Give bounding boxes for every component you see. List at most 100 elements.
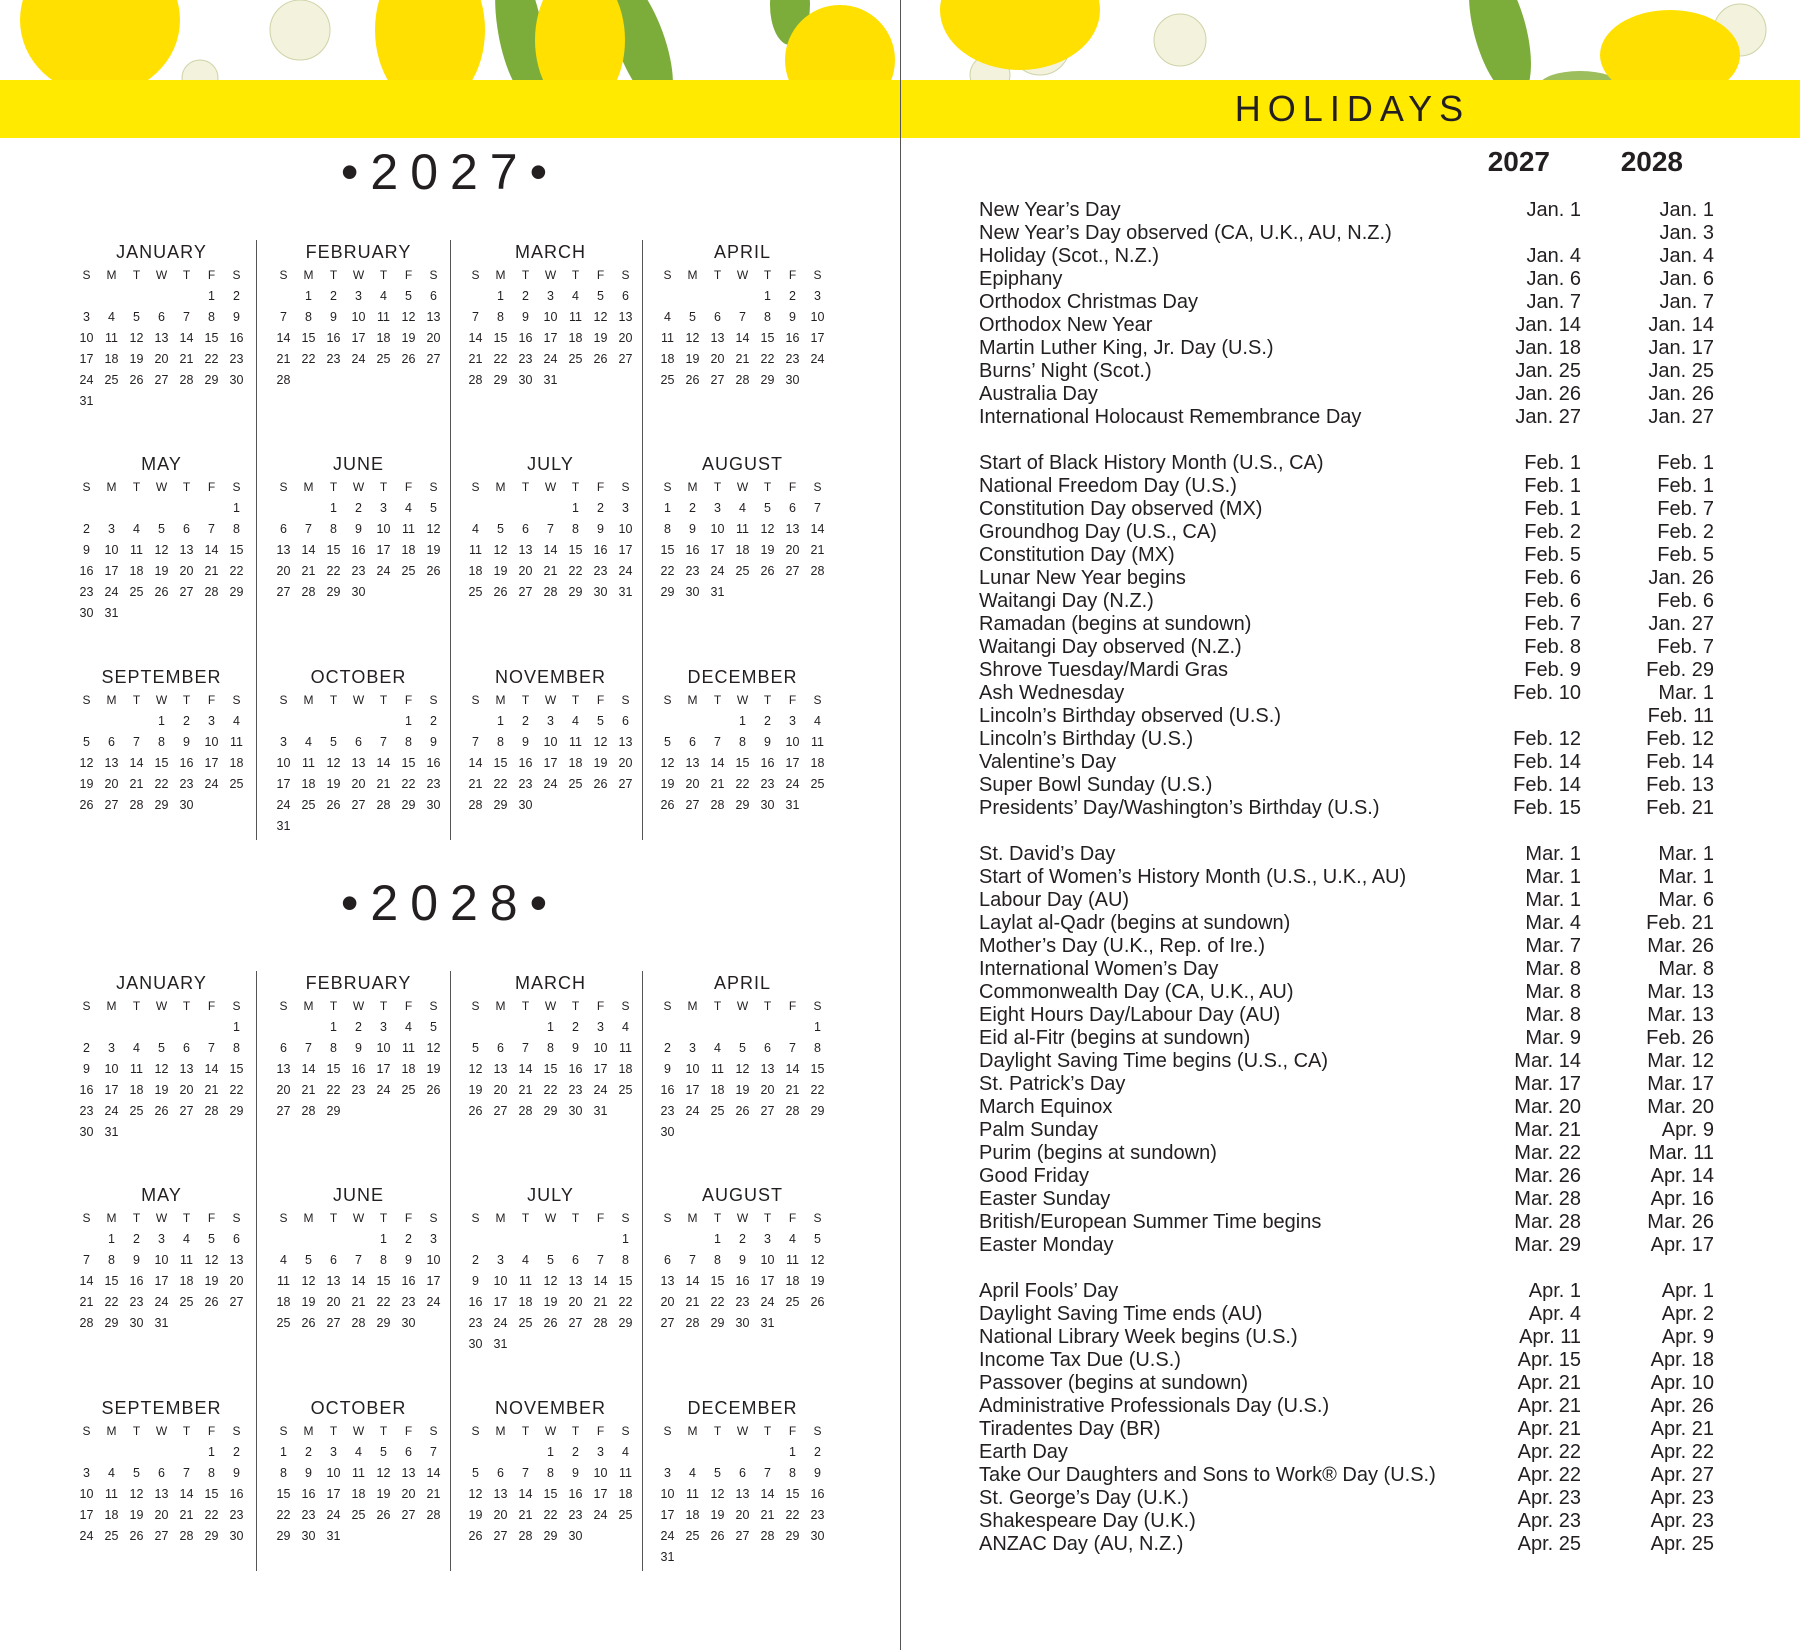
day-cell: 13 [351,756,366,770]
day-cell: 12 [685,331,700,345]
day-cell: 5 [380,1445,387,1459]
day-cell: 1 [158,714,165,728]
month-grid: S M T W T F S 1 2 3 4 5 6 7 8 9 10 11 12 13 14 15 16 17 18 19 20 21… [655,996,830,1143]
day-cell: 23 [760,777,775,791]
day-cell: 28 [810,564,825,578]
holiday-name: April Fools’ Day [979,1280,1119,1302]
date-2028: Apr. 10 [1650,1372,1714,1394]
day-cell: 29 [154,798,169,812]
day-cell: 13 [426,310,441,324]
day-cell: 23 [785,352,800,366]
weekday-label: T [713,1211,722,1225]
day-cell: 15 [204,331,219,345]
month-december: DECEMBER S M T W T F S 1 2 3 4 5 6 7 8 9 10 11 12 13 14 15 16 17… [655,1395,830,1568]
weekday-label: T [521,1211,530,1225]
day-cell: 20 [179,564,194,578]
day-cell: 18 [618,1487,633,1501]
day-cell: 2 [430,714,437,728]
date-2028: Feb. 1 [1657,452,1714,474]
month-name: JUNE [332,1185,384,1205]
holiday-row: Orthodox Christmas Day Jan. 7 Jan. 7 [979,291,1719,314]
day-cell: 31 [104,1125,119,1139]
day-cell: 12 [710,1487,725,1501]
day-cell: 7 [739,310,746,324]
day-cell: 23 [660,1104,675,1118]
day-cell: 21 [710,777,725,791]
day-cell: 3 [689,1041,696,1055]
day-cell: 31 [660,1550,675,1564]
date-2028: Jan. 27 [1648,613,1714,635]
day-cell: 25 [568,352,583,366]
day-cell: 24 [276,798,291,812]
holiday-row: Palm Sunday Mar. 21 Apr. 9 [979,1119,1719,1142]
empty-cell [513,498,538,519]
empty-cell [271,498,296,519]
weekday-label: S [429,480,438,494]
day-cell: 30 [79,606,94,620]
holidays-list: New Year’s Day Jan. 1 Jan. 1 New Year’s Day… [979,199,1719,1556]
day-cell: 15 [493,756,508,770]
weekday-label: T [379,1211,388,1225]
weekday-label: M [687,693,698,707]
holiday-row: Passover (begins at sundown) Apr. 21 Apr. … [979,1372,1719,1395]
date-2028: Mar. 12 [1647,1050,1714,1072]
day-cell: 20 [618,756,633,770]
day-cell: 8 [497,310,504,324]
date-2028: Apr. 9 [1661,1119,1714,1141]
day-cell: 7 [522,1466,529,1480]
holiday-name: Daylight Saving Time ends (AU) [979,1303,1263,1325]
day-cell: 20 [493,1508,508,1522]
weekday-label: M [495,480,506,494]
day-cell: 2 [83,1041,90,1055]
weekday-label: T [521,693,530,707]
day-cell: 12 [79,756,94,770]
empty-cell [463,1229,488,1250]
day-cell: 13 [660,1274,675,1288]
day-cell: 30 [593,585,608,599]
day-cell: 12 [543,1274,558,1288]
day-cell: 25 [229,777,244,791]
day-cell: 24 [685,1104,700,1118]
day-cell: 19 [154,1083,169,1097]
day-cell: 12 [401,310,416,324]
holiday-name: Start of Women’s History Month (U.S., U.… [979,866,1407,888]
date-2028: Apr. 17 [1650,1234,1714,1256]
holiday-name: Daylight Saving Time begins (U.S., CA) [979,1050,1329,1072]
day-cell: 28 [351,1316,366,1330]
day-cell: 16 [179,756,194,770]
day-cell: 10 [104,543,119,557]
day-cell: 7 [183,1466,190,1480]
day-cell: 19 [493,564,508,578]
date-2028: Feb. 29 [1646,659,1714,681]
weekday-label: T [379,693,388,707]
day-cell: 24 [376,564,391,578]
day-cell: 3 [380,1020,387,1034]
date-2027: Jan. 27 [1515,406,1581,428]
empty-cell [74,1229,99,1250]
day-cell: 21 [179,352,194,366]
holiday-row: Income Tax Due (U.S.) Apr. 15 Apr. 18 [979,1349,1719,1372]
day-cell: 11 [786,1253,799,1267]
date-2027: Jan. 26 [1515,383,1581,405]
day-cell: 30 [518,373,533,387]
day-cell: 17 [760,1274,775,1288]
day-cell: 23 [518,777,533,791]
day-cell: 30 [760,798,775,812]
day-cell: 14 [735,331,750,345]
month-name: FEBRUARY [305,242,412,262]
day-cell: 9 [405,1253,412,1267]
day-cell: 8 [158,735,165,749]
weekday-label: S [232,1211,241,1225]
month-grid: S M T W T F S 1 2 3 4 5 6 7 8 9 10 11 12 13 14 15 16 17 18 19 20 21… [463,996,638,1122]
day-cell: 22 [204,1508,219,1522]
day-cell: 21 [468,352,483,366]
weekday-label: F [404,1424,413,1438]
day-cell: 5 [497,522,504,536]
day-cell: 24 [104,585,119,599]
month-january: JANUARY S M T W T F S 1 2 3 4 5 6 7 8 9 10 11 12 13 14 15 16 17 1… [74,239,249,412]
month-name: MAY [141,454,182,474]
date-2028: Jan. 3 [1659,222,1714,244]
month-name: JULY [527,454,574,474]
day-cell: 7 [814,501,821,515]
date-2028: Mar. 1 [1658,843,1714,865]
